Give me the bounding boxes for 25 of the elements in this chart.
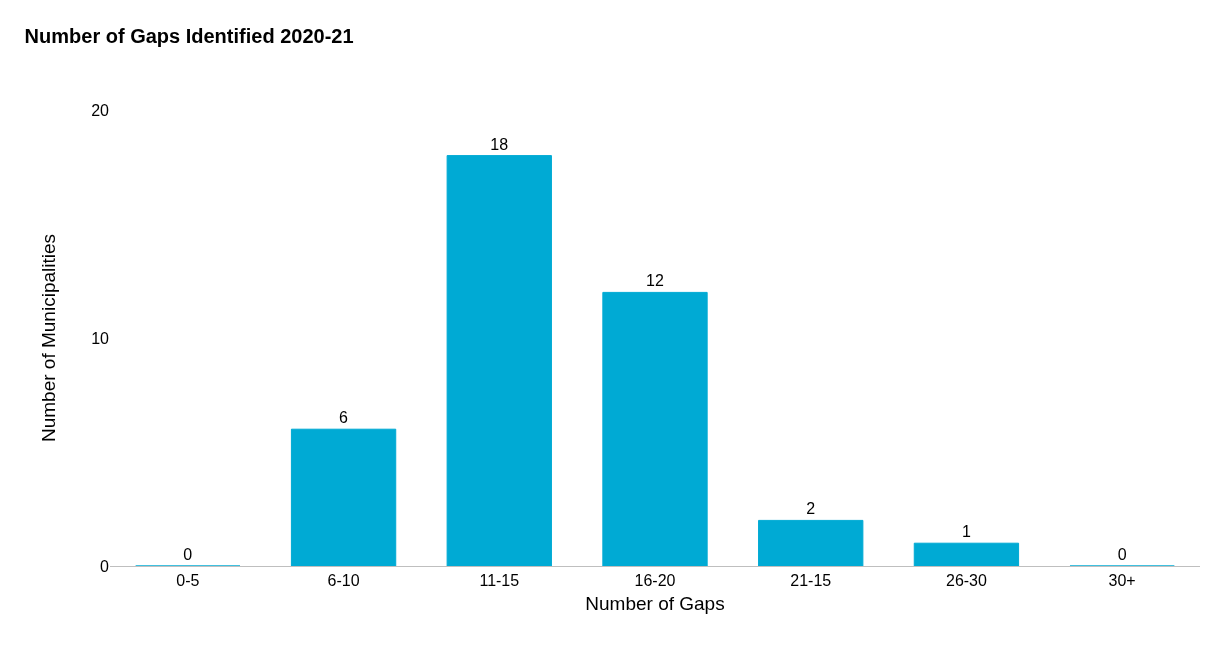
x-tick-label: 16-20: [634, 572, 676, 590]
data-label: 0: [1117, 546, 1127, 563]
y-axis-title: Number of Municipalities: [38, 233, 60, 443]
data-label: 2: [806, 500, 816, 518]
bar: [758, 519, 864, 566]
x-tick-label: 11-15: [479, 572, 520, 590]
data-label: 6: [339, 409, 349, 427]
x-tick-label: 30+: [1108, 572, 1136, 590]
x-tick-label: 0-5: [176, 572, 200, 590]
bar: [290, 428, 397, 566]
data-label: 0: [183, 546, 193, 563]
x-axis-title: Number of Gaps: [585, 593, 725, 614]
bar: [446, 155, 552, 566]
y-tick-label: 10: [91, 329, 110, 347]
bar: [913, 542, 1020, 566]
x-tick-label: 6-10: [327, 572, 360, 590]
data-label: 12: [646, 272, 664, 290]
data-label: 18: [490, 135, 509, 153]
y-tick-label: 20: [91, 101, 110, 119]
y-tick-label: 0: [100, 557, 110, 575]
x-tick-label: 26-30: [945, 572, 987, 590]
chart-title: Number of Gaps Identified 2020-21: [24, 25, 354, 48]
data-label: 1: [961, 523, 971, 541]
x-tick-label: 21-15: [790, 572, 832, 590]
bar: [602, 291, 708, 566]
